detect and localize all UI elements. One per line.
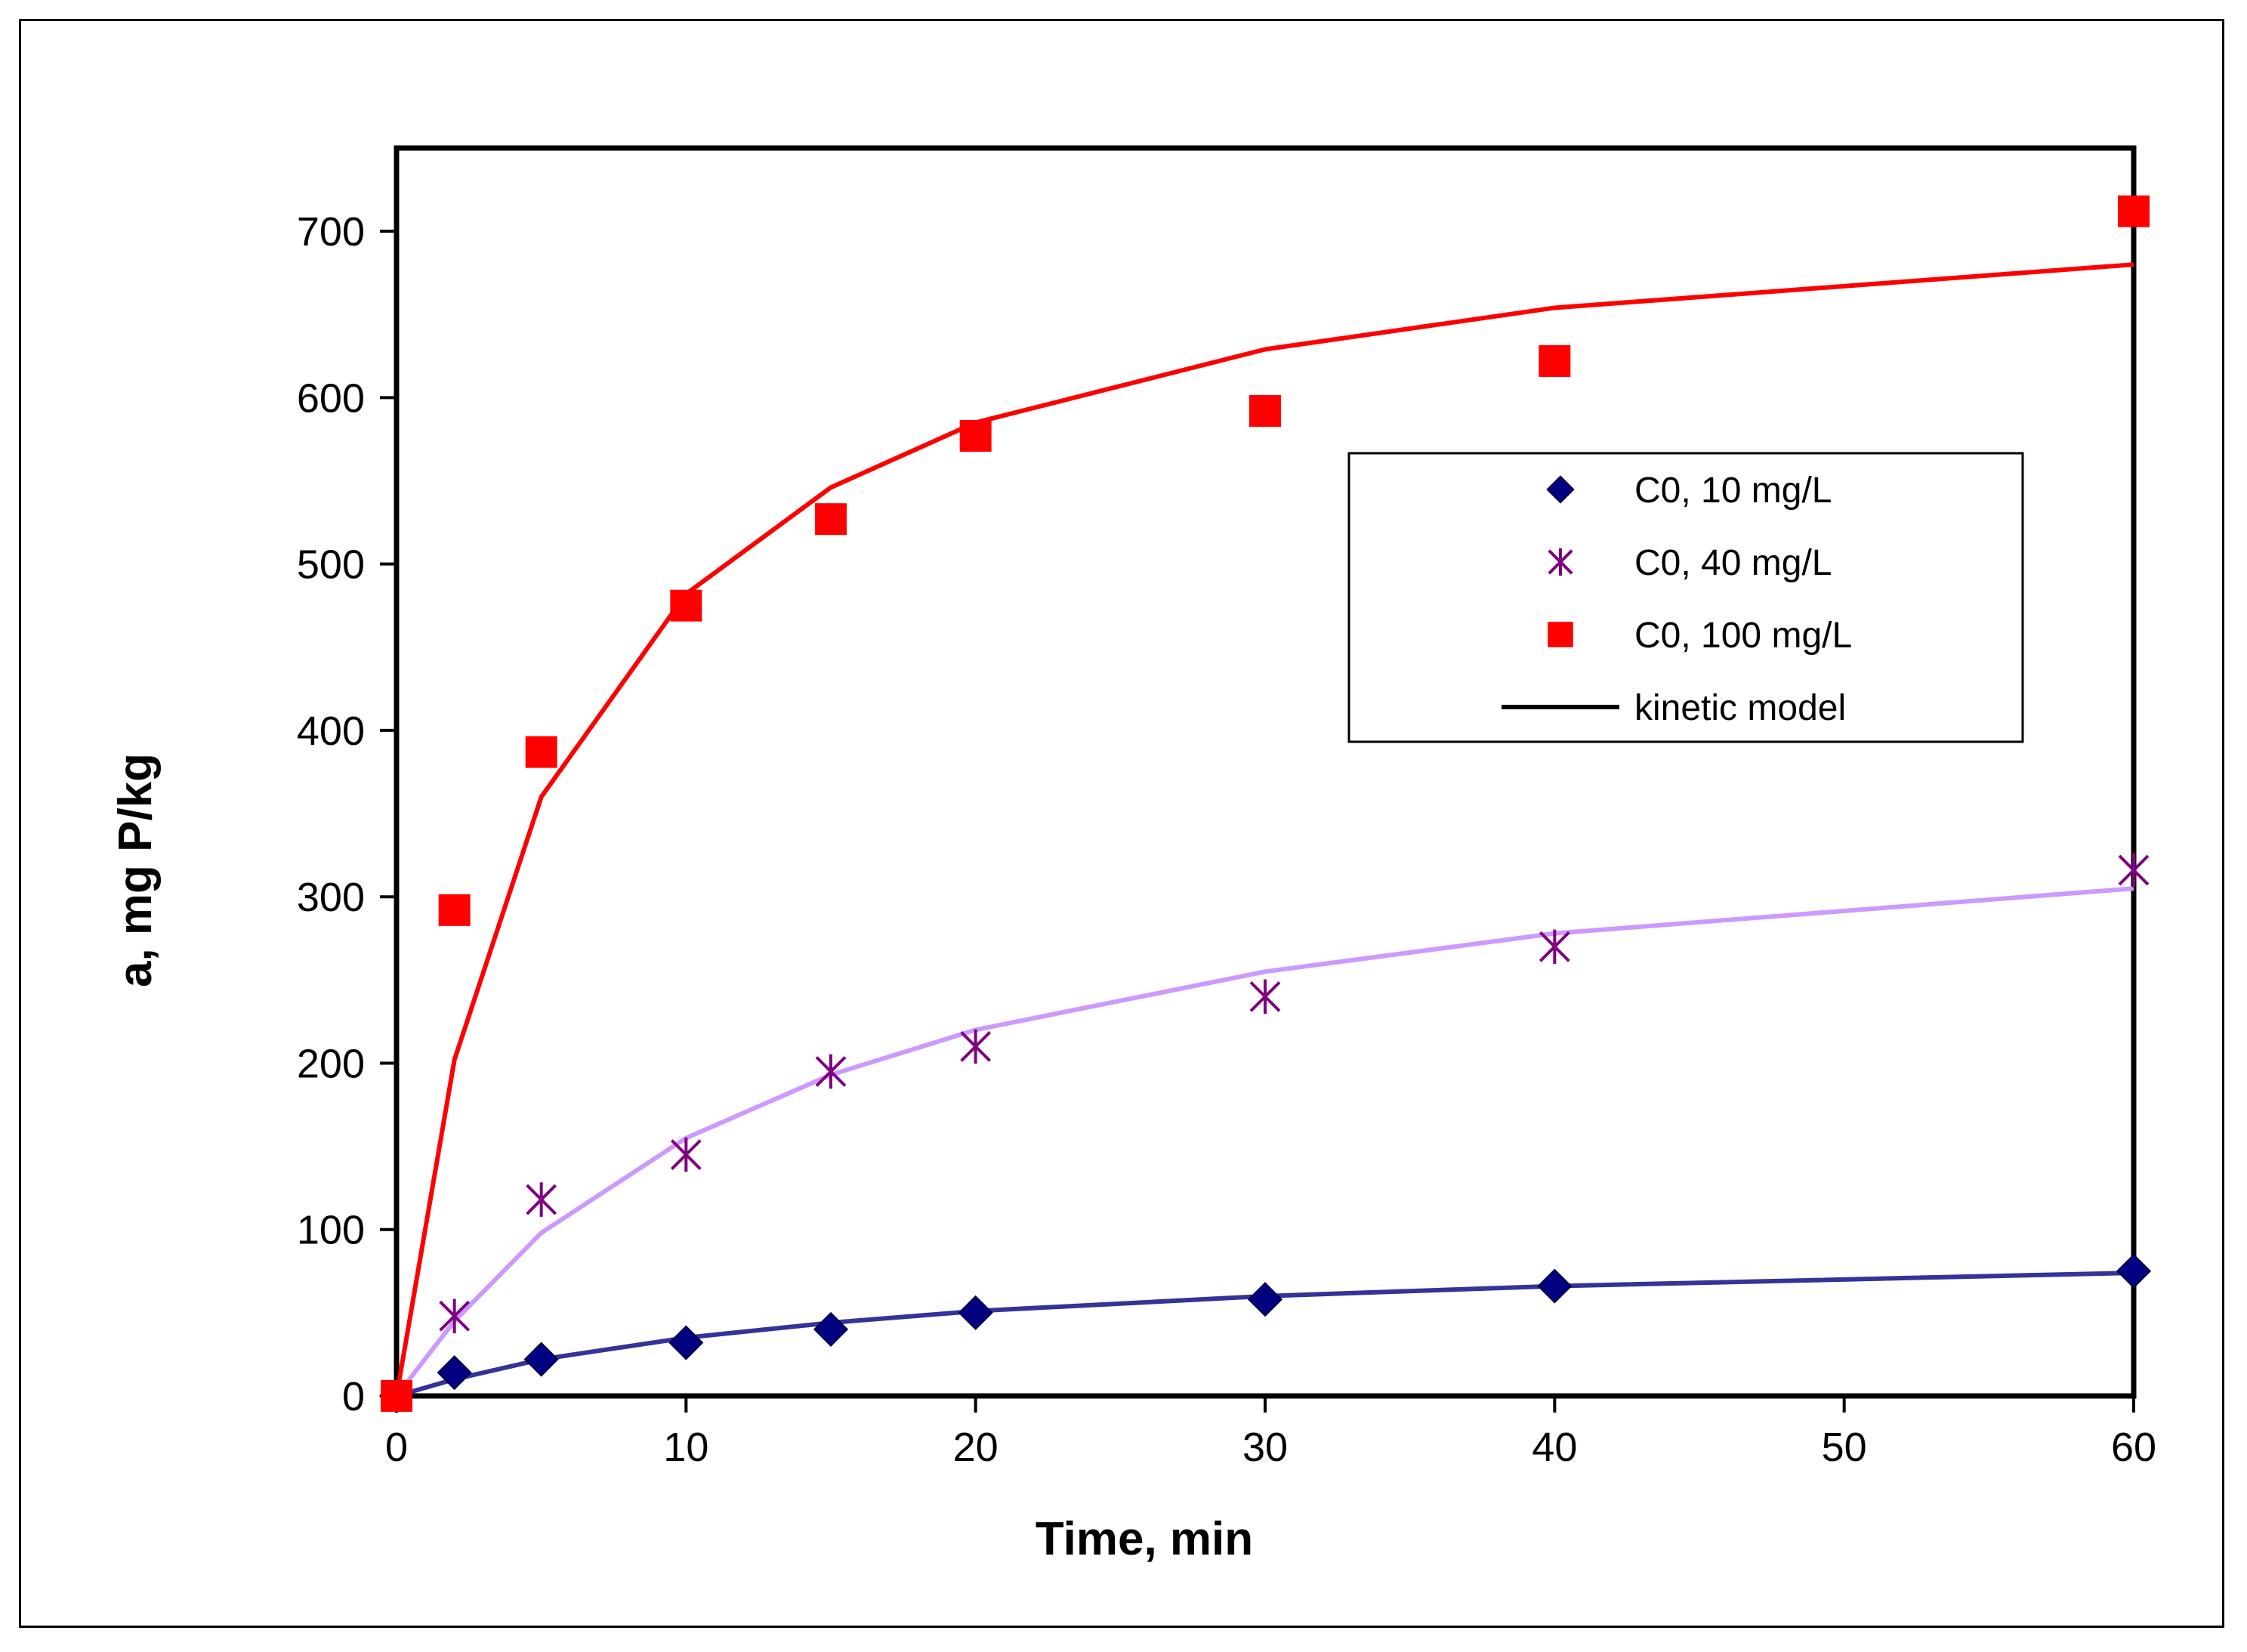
data-point-series-1	[523, 1342, 559, 1377]
legend-symbol-square	[1548, 622, 1573, 647]
legend: C0, 10 mg/L C0, 40 mg/L C0, 100 mg/L kineti…	[1347, 452, 2024, 743]
data-point-series-3	[670, 589, 702, 622]
data-point-series-3	[1249, 395, 1281, 428]
y-tick-label: 0	[342, 1374, 365, 1419]
axes-layer: 0 100 200 300 400 500 600 700 0 10 20 30 40 50 60	[297, 145, 2156, 1470]
data-point-series-1	[437, 1355, 472, 1391]
data-point-series-2	[526, 1182, 557, 1217]
x-tick-label: 20	[953, 1425, 998, 1470]
data-point-series-2	[815, 1054, 847, 1089]
data-point-series-3	[815, 503, 847, 536]
model-lines-layer	[394, 262, 2134, 1398]
data-point-series-2	[2118, 853, 2150, 888]
legend-label: C0, 10 mg/L	[1634, 471, 1832, 511]
x-tick-label: 10	[663, 1425, 708, 1470]
data-point-series-1	[2116, 1253, 2152, 1289]
data-point-series-3	[959, 420, 992, 452]
y-tick-label: 700	[297, 209, 365, 255]
data-point-series-3	[381, 1380, 412, 1412]
x-axis-title: Time, min	[1036, 1513, 1253, 1565]
legend-label: C0, 40 mg/L	[1634, 543, 1832, 583]
data-points-layer	[378, 195, 2152, 1414]
legend-box	[1347, 452, 2024, 743]
x-tick-label: 30	[1242, 1425, 1288, 1470]
x-tick-label: 0	[385, 1425, 408, 1470]
data-point-series-1	[1537, 1268, 1573, 1304]
data-point-series-1	[813, 1311, 849, 1347]
model-line-series-3	[394, 262, 2134, 1397]
chart-frame: 0 100 200 300 400 500 600 700 0 10 20 30 40 50 60 Time…	[19, 19, 2224, 1628]
y-tick-label: 200	[297, 1041, 365, 1086]
chart-svg: 0 100 200 300 400 500 600 700 0 10 20 30 40 50 60 Time…	[110, 145, 2156, 1565]
y-tick-label: 600	[297, 375, 365, 421]
data-point-series-3	[2118, 195, 2150, 227]
y-tick-label: 100	[297, 1208, 365, 1253]
legend-symbol-diamond	[1546, 475, 1575, 504]
x-tick-label: 50	[1822, 1425, 1867, 1470]
data-point-series-1	[1247, 1282, 1283, 1317]
y-axis-title: a, mg P/kg	[110, 753, 162, 987]
y-tick-label: 400	[297, 709, 365, 754]
data-point-series-2	[439, 1298, 471, 1334]
data-point-series-1	[958, 1295, 993, 1330]
data-point-series-2	[960, 1029, 992, 1064]
data-point-series-2	[670, 1137, 702, 1172]
x-tick-label: 60	[2111, 1425, 2156, 1470]
data-point-series-3	[1539, 344, 1571, 377]
y-tick-label: 500	[297, 542, 365, 588]
data-point-series-3	[438, 894, 471, 926]
legend-label: kinetic model	[1634, 688, 1846, 728]
data-point-series-2	[1539, 929, 1570, 965]
data-point-series-2	[1249, 979, 1281, 1014]
legend-symbol-asterisk	[1548, 548, 1573, 576]
model-line-series-2	[394, 886, 2134, 1397]
legend-label: C0, 100 mg/L	[1634, 616, 1852, 656]
y-tick-label: 300	[297, 875, 365, 920]
data-point-series-1	[668, 1325, 704, 1360]
plot-area-border	[394, 145, 2137, 1399]
data-point-series-3	[525, 736, 557, 768]
x-tick-label: 40	[1532, 1425, 1577, 1470]
